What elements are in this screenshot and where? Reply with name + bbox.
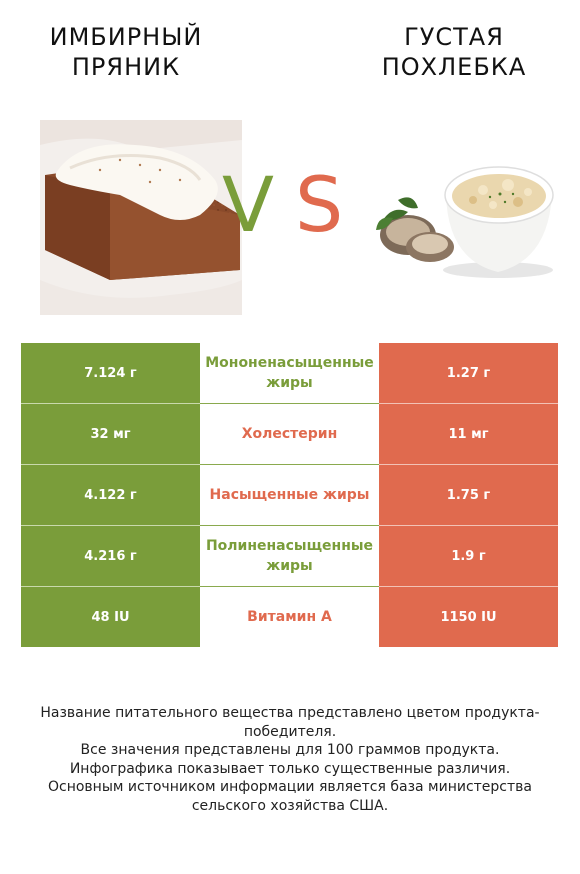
right-value: 1.27 г — [379, 343, 558, 404]
right-value: 11 мг — [379, 403, 558, 465]
table-row: 4.216 г Полиненасыщенные жиры 1.9 г — [21, 525, 558, 587]
nutrient-label: Насыщенные жиры — [200, 464, 379, 526]
left-value: 4.122 г — [21, 464, 200, 526]
footer-line: Все значения представлены для 100 граммо… — [80, 742, 500, 758]
gingerbread-image — [40, 120, 242, 315]
table-row: 4.122 г Насыщенные жиры 1.75 г — [21, 464, 558, 526]
left-value: 7.124 г — [21, 343, 200, 404]
left-product-title: ИМБИРНЫЙ ПРЯНИК — [49, 23, 203, 81]
nutrient-label: Полиненасыщенные жиры — [200, 525, 379, 587]
vs-letter-s: S — [295, 160, 344, 249]
footer-line: Инфографика показывает только существенн… — [69, 760, 511, 777]
table-row: 48 IU Витамин А 1150 IU — [21, 586, 558, 647]
comparison-table: 7.124 г Мононенасыщенные жиры 1.27 г 32 … — [21, 343, 558, 647]
vs-letter-v: V — [222, 160, 274, 249]
chowder-image — [376, 166, 554, 278]
footer-line: Основным источником информации является … — [48, 779, 532, 814]
footer-line: Название питательного вещества представл… — [40, 705, 540, 740]
nutrient-label: Витамин А — [200, 586, 379, 647]
footer-notes: Название питательного вещества представл… — [20, 704, 560, 815]
right-product-title: ГУСТАЯ ПОХЛЕБКА — [381, 23, 527, 81]
nutrient-label: Холестерин — [200, 403, 379, 465]
left-value: 4.216 г — [21, 525, 200, 587]
right-value: 1150 IU — [379, 586, 558, 647]
table-row: 32 мг Холестерин 11 мг — [21, 403, 558, 465]
left-value: 32 мг — [21, 403, 200, 465]
right-value: 1.9 г — [379, 525, 558, 587]
nutrient-label: Мононенасыщенные жиры — [205, 355, 374, 391]
right-value: 1.75 г — [379, 464, 558, 526]
left-value: 48 IU — [21, 586, 200, 647]
table-row: 7.124 г Мононенасыщенные жиры 1.27 г — [21, 343, 558, 404]
